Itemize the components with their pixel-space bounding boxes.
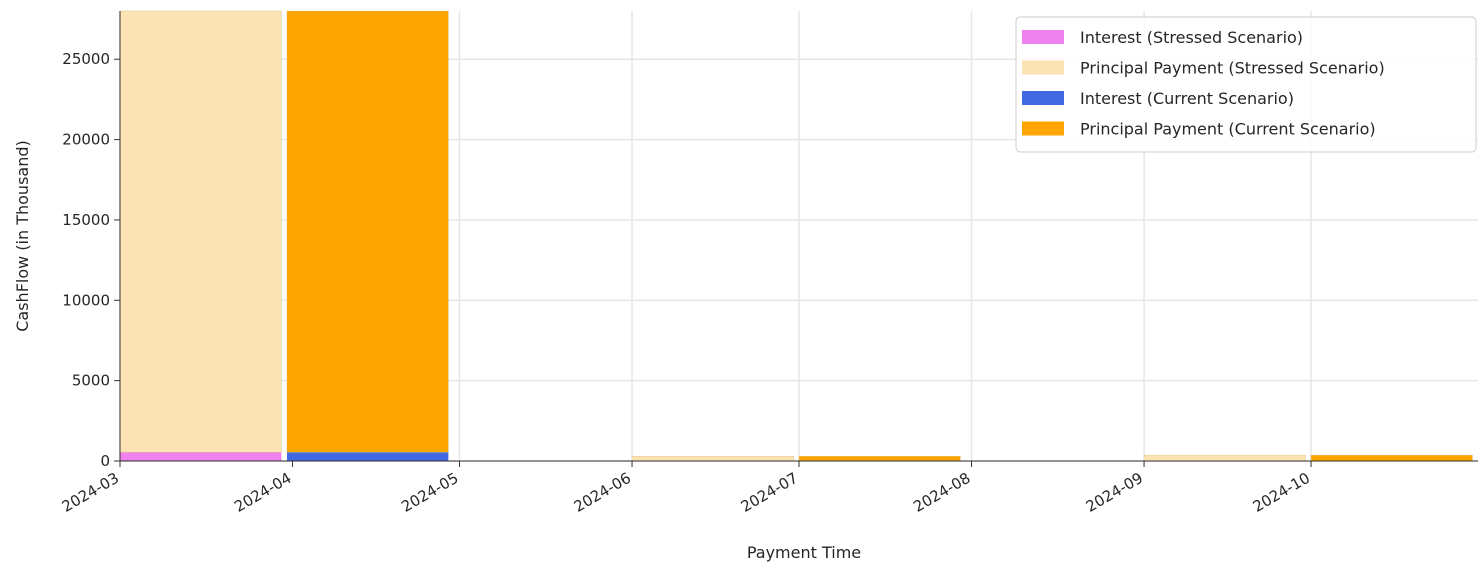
y-tick-label: 20000 [62,131,110,149]
bar-principal-stressed [119,10,282,453]
legend-box [1015,16,1477,153]
x-tick-label: 2024-04 [231,469,294,516]
bar-principal-stressed [631,455,794,461]
y-tick-label: 15000 [62,211,110,229]
y-tick-label: 5000 [72,372,110,390]
x-tick-label: 2024-03 [59,469,122,516]
y-tick-label: 25000 [62,50,110,68]
bar-principal-stressed [1143,454,1306,461]
y-tick-label: 0 [100,452,110,470]
bar-principal-current [1310,454,1473,461]
bar-interest-stressed [120,452,282,461]
bar-layer [119,10,1473,461]
legend-label: Principal Payment (Stressed Scenario) [1080,59,1385,78]
bar-principal-current [798,455,961,461]
bar-principal-current [286,10,449,453]
x-tick-label: 2024-10 [1250,469,1313,516]
legend-swatch [1022,30,1064,44]
x-axis-label: Payment Time [747,543,861,562]
x-tick-label: 2024-07 [738,469,801,516]
bar-interest-current [286,452,449,461]
legend-swatch [1022,121,1064,136]
y-tick-label: 10000 [62,291,110,309]
x-tick-label: 2024-08 [910,469,973,516]
legend-items: Interest (Stressed Scenario) Principal Pa… [1022,28,1385,139]
x-tick-label: 2024-06 [571,469,634,516]
x-tick-label: 2024-09 [1083,469,1146,516]
y-tick-layer: 0 5000 10000 15000 20000 25000 [62,50,120,470]
legend-label: Interest (Stressed Scenario) [1080,28,1303,47]
x-tick-label: 2024-05 [398,469,461,516]
legend-label: Principal Payment (Current Scenario) [1080,120,1376,139]
legend-swatch [1022,60,1064,75]
y-axis-label: CashFlow (in Thousand) [13,140,32,332]
x-tick-layer: 2024-03 2024-04 2024-05 2024-06 2024-07 2024-… [59,461,1313,516]
legend: Interest (Stressed Scenario) Principal Pa… [1015,16,1477,153]
legend-swatch [1022,91,1064,105]
legend-label: Interest (Current Scenario) [1080,89,1294,108]
